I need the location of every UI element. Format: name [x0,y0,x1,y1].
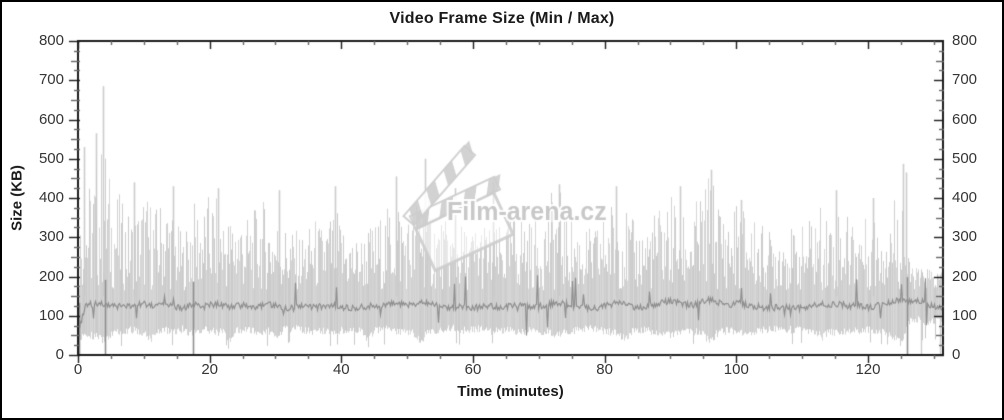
y-axis-tick-label-left: 300 [38,228,64,246]
y-axis-tick-label-left: 700 [38,71,64,89]
y-axis-tick-label-right: 800 [952,32,978,49]
y-axis-tick-label-left: 600 [38,110,64,128]
y-axis-tick-label-left: 800 [38,32,64,49]
chart-title: Video Frame Size (Min / Max) [389,10,615,27]
x-axis-tick-label: 20 [201,361,218,378]
y-axis-tick-label-left: 100 [38,306,64,324]
y-axis-tick-label-left: 0 [55,346,64,363]
x-axis-tick-label: 40 [332,361,350,378]
y-axis-tick-label-left: 200 [38,267,64,285]
y-axis-tick-label-right: 500 [952,149,978,167]
y-axis-tick-label-right: 400 [952,189,978,206]
x-axis-tick-label: 100 [723,361,749,378]
y-axis-tick-label-right: 700 [952,71,978,89]
y-axis-tick-label-left: 500 [38,149,64,167]
y-axis-tick-label-right: 0 [952,346,961,363]
y-axis-tick-label-right: 200 [952,267,978,285]
x-axis-tick-label: 60 [464,361,482,378]
y-axis-tick-label-left: 400 [38,189,64,206]
y-axis-tick-label-right: 600 [952,110,978,128]
y-axis-tick-label-right: 100 [952,306,978,324]
x-axis-tick-label: 0 [73,361,83,378]
y-axis-tick-label-right: 300 [952,228,978,246]
x-axis-tick-label: 120 [855,361,881,378]
x-axis-title: Time (minutes) [457,383,564,400]
x-axis-tick-label: 80 [596,361,613,378]
